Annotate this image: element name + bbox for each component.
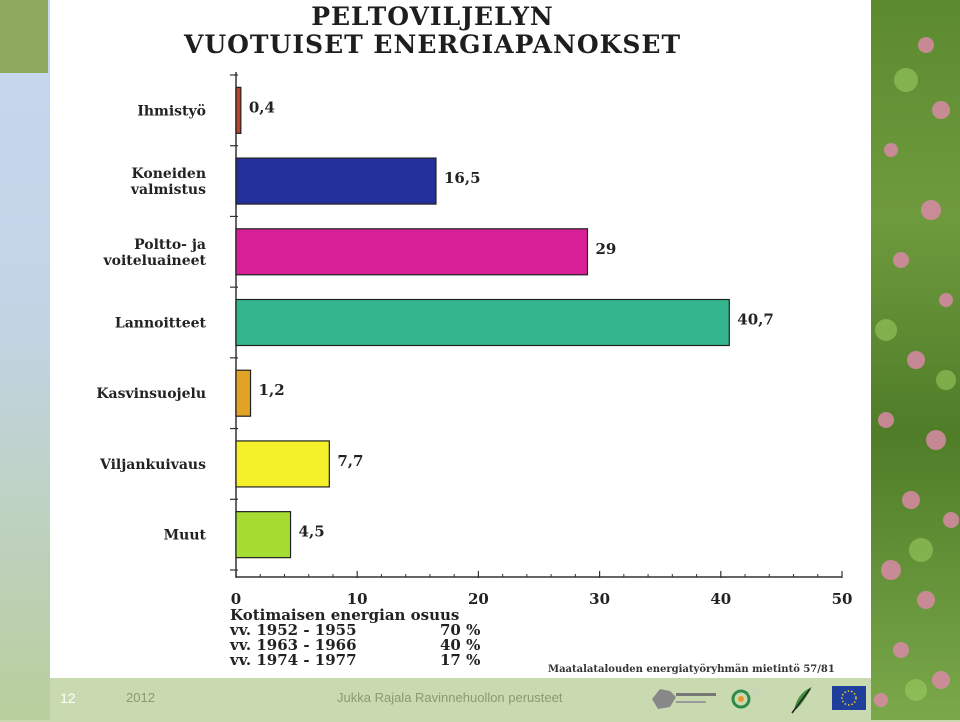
bar [235,298,730,347]
bar-value-label: 7,7 [337,452,363,470]
category-label-line: Kasvinsuojelu [96,386,206,402]
chart-title-line2: VUOTUISET ENERGIAPANOKSET [183,30,682,59]
finland-map-logo-icon [652,689,716,709]
category-label: Ihmistyö [137,103,206,119]
footer-text: Jukka Rajala Ravinnehuollon perusteet [337,690,563,705]
mtt-logo-text: MTT [748,687,767,697]
bar-value-label: 16,5 [444,169,481,187]
category-label-line: Viljankuivaus [99,457,206,473]
bar [235,228,589,276]
category-label-line: Ihmistyö [137,103,206,119]
bar-value-label: 40,7 [737,311,774,329]
category-label: Koneiden valmistus [130,166,206,198]
bar-value-label: 29 [595,240,616,258]
eu-flag-icon [832,686,866,710]
category-label-line: valmistus [130,182,206,198]
x-tick-label: 40 [710,590,731,608]
share-period: vv. 1963 - 1966 [230,636,357,654]
share-percent: 17 % [440,651,481,669]
category-label-line: Muut [164,528,207,544]
share-row: vv. 1952 - 1955 70 % [230,623,520,638]
bar [235,157,437,205]
x-tick-label: 30 [589,590,610,608]
x-tick-label: 0 [231,590,241,608]
category-label: Muut [164,528,207,544]
domestic-share-heading: Kotimaisen energian osuus [230,606,460,624]
category-label-line: voiteluaineet [102,253,206,269]
share-row: vv. 1963 - 1966 40 % [230,638,520,653]
x-tick-label: 50 [832,590,853,608]
bar [235,511,292,559]
leaf-logo-icon [791,687,812,714]
share-row: vv. 1974 - 1977 17 % [230,653,520,668]
source-note: Maatalatalouden energiatyöryhmän mietint… [548,664,835,675]
category-label: Kasvinsuojelu [96,386,206,402]
footer-year: 2012 [126,690,155,705]
footer-logos: MTT [646,681,871,717]
category-label: Lannoitteet [115,316,207,332]
category-label: Viljankuivaus [99,457,206,473]
bar-value-label: 1,2 [259,381,285,399]
category-label-line: Poltto- ja [134,237,206,253]
bar [235,369,252,417]
category-label: Poltto- ja voiteluaineet [102,237,206,269]
clover-photo [871,0,960,720]
share-percent: 70 % [440,621,481,639]
accent-square [0,0,48,73]
bar [235,440,330,488]
chart-image: PELTOVILJELYN VUOTUISET ENERGIAPANOKSET … [50,0,871,678]
share-percent: 40 % [440,636,481,654]
x-tick-label: 20 [468,590,489,608]
domestic-share-table: Kotimaisen energian osuus vv. 1952 - 195… [230,608,520,668]
x-tick-label: 10 [347,590,368,608]
chart-title-line1: PELTOVILJELYN [311,2,554,31]
slide-number: 12 [60,690,76,706]
mtt-logo-icon [731,689,751,709]
bar-value-label: 4,5 [299,523,325,541]
category-label-line: Lannoitteet [115,316,207,332]
bar [235,86,242,134]
category-label-line: Koneiden [132,166,206,182]
bar-value-label: 0,4 [249,98,275,116]
share-period: vv. 1974 - 1977 [230,651,357,669]
left-background [0,0,50,720]
bar-chart: 0 10 20 30 40 50 0,4 Ihmistyö 16,5 Koneiden valmis… [96,72,853,608]
share-period: vv. 1952 - 1955 [230,621,357,639]
